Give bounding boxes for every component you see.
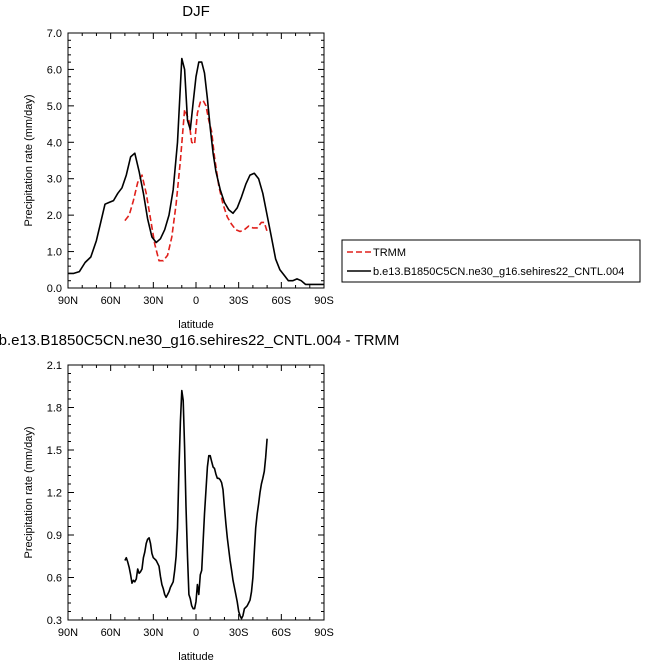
x-axis: 90N 60N 30N 0 30S 60S 90S latitude (58, 365, 334, 663)
y-tick-label: 4.0 (47, 137, 62, 149)
y-axis: 0.3 0.6 0.9 1.2 1.5 1.8 2.1 Precipitation rate … (23, 360, 324, 627)
x-tick-label: 90N (58, 627, 78, 639)
x-tick-label: 90S (314, 627, 334, 639)
y-tick-label: 0.9 (47, 530, 62, 542)
x-tick-label: 60S (272, 295, 292, 307)
y-tick-label: 6.0 (47, 64, 62, 76)
x-axis-label: latitude (178, 319, 213, 331)
x-tick-label: 60S (272, 627, 292, 639)
legend: TRMM b.e13.B1850C5CN.ne30_g16.sehires22_C… (341, 239, 641, 283)
series-line-1 (124, 389, 268, 620)
x-axis: 90N 60N 30N 0 30S 60S 90S latitude (58, 33, 334, 331)
x-tick-label: 0 (193, 627, 199, 639)
y-axis-label: Precipitation rate (mm/day) (23, 426, 35, 558)
x-tick-label: 30S (229, 627, 249, 639)
y-tick-label: 0.3 (47, 615, 62, 627)
plot-frame (67, 364, 325, 621)
x-tick-label: 30N (143, 295, 163, 307)
x-tick-label: 30S (229, 295, 249, 307)
chart-title: b.e13.B1850C5CN.ne30_g16.sehires22_CNTL.… (0, 332, 399, 349)
chart-title: DJF (182, 3, 210, 20)
chart-panel-2: b.e13.B1850C5CN.ne30_g16.sehires22_CNTL.… (0, 332, 399, 663)
y-tick-label: 2.1 (47, 360, 62, 372)
legend-label: b.e13.B1850C5CN.ne30_g16.sehires22_CNTL.… (373, 266, 624, 278)
y-tick-label: 0.0 (47, 283, 62, 295)
y-tick-label: 7.0 (47, 28, 62, 40)
y-tick-label: 2.0 (47, 210, 62, 222)
y-tick-label: 1.8 (47, 403, 62, 415)
y-tick-label: 0.6 (47, 573, 62, 585)
y-tick-label: 1.2 (47, 488, 62, 500)
x-tick-label: 60N (101, 295, 121, 307)
x-tick-label: 90S (314, 295, 334, 307)
x-axis-label: latitude (178, 651, 213, 663)
x-tick-label: 90N (58, 295, 78, 307)
series-line-2 (68, 57, 324, 286)
plot-frame (67, 32, 325, 289)
y-axis: 0.0 1.0 2.0 3.0 4.0 5.0 6.0 7.0 Precipitation ra… (23, 28, 324, 295)
series-line-1 (124, 99, 268, 262)
y-tick-label: 3.0 (47, 174, 62, 186)
legend-label: TRMM (373, 247, 406, 259)
y-tick-label: 1.5 (47, 445, 62, 457)
y-tick-label: 1.0 (47, 247, 62, 259)
chart-panel-1: DJF 90N 60N 30N 0 30S 60S 90S latitude 0.0 1.0 2.0 3… (23, 3, 641, 331)
x-tick-label: 30N (143, 627, 163, 639)
x-tick-label: 60N (101, 627, 121, 639)
y-tick-label: 5.0 (47, 101, 62, 113)
legend-box (341, 239, 641, 283)
y-axis-label: Precipitation rate (mm/day) (23, 94, 35, 226)
x-tick-label: 0 (193, 295, 199, 307)
